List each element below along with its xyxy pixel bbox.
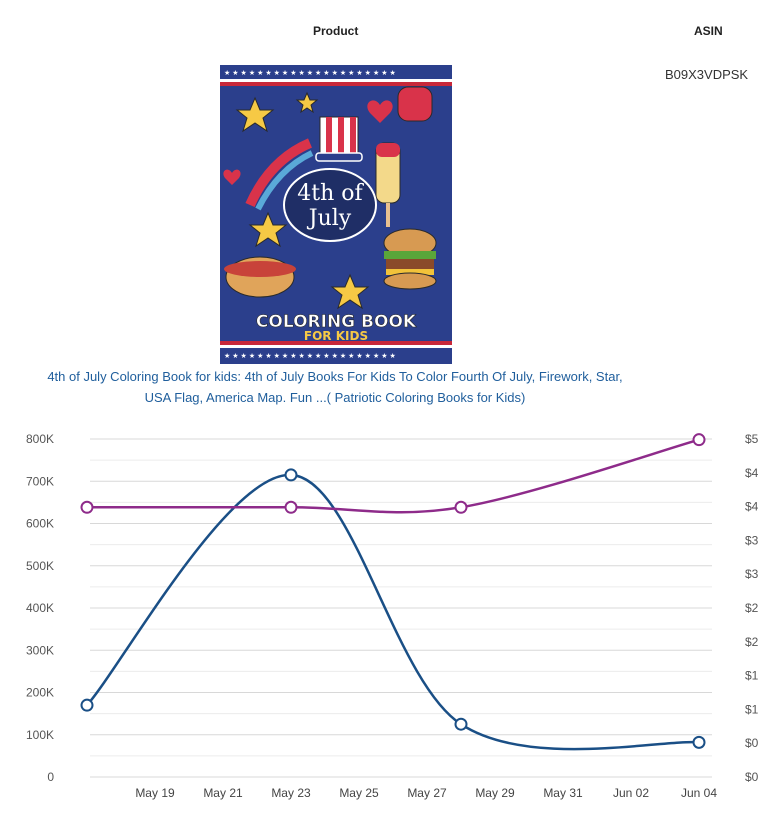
rank-point bbox=[284, 468, 298, 482]
cover-bottom-stars: ★★★★★★★★★★★★★★★★★★★★★ bbox=[224, 352, 398, 360]
asin-value: B09X3VDPSK bbox=[665, 67, 749, 82]
x-tick-label: May 27 bbox=[407, 786, 447, 800]
cover-bottom-stripe bbox=[220, 341, 452, 345]
left-tick-label: 100K bbox=[26, 728, 54, 742]
price-point bbox=[454, 500, 468, 514]
rank-point bbox=[80, 698, 94, 712]
right-tick-label: $1 bbox=[745, 669, 759, 683]
cover-top-stars: ★★★★★★★★★★★★★★★★★★★★★ bbox=[224, 69, 398, 77]
left-tick-label: 800K bbox=[26, 432, 54, 446]
cover-title-line1: 4th of bbox=[297, 181, 364, 206]
left-tick-label: 0 bbox=[47, 770, 54, 784]
asin-column-header: ASIN bbox=[694, 24, 723, 38]
popsicle-icon bbox=[397, 86, 433, 122]
hotdog-icon bbox=[224, 256, 296, 298]
x-tick-label: May 31 bbox=[543, 786, 583, 800]
grid bbox=[90, 438, 712, 778]
price-point bbox=[284, 500, 298, 514]
right-tick-label: $1 bbox=[745, 702, 759, 716]
rocket-icon bbox=[375, 142, 401, 227]
rank-series-line bbox=[86, 473, 700, 751]
rank-point bbox=[454, 717, 468, 731]
right-tick-label: $4 bbox=[745, 500, 759, 514]
heart-icon bbox=[223, 169, 241, 185]
left-tick-label: 700K bbox=[26, 474, 54, 488]
right-tick-label: $5 bbox=[745, 432, 759, 446]
series bbox=[80, 433, 706, 751]
title-badge: 4th of July bbox=[283, 168, 377, 242]
hat-icon bbox=[315, 116, 363, 162]
price-point bbox=[80, 500, 94, 514]
product-title-line2: USA Flag, America Map. Fun ...( Patrioti… bbox=[144, 390, 526, 405]
right-tick-label: $4 bbox=[745, 466, 759, 480]
cover-title-line2: July bbox=[307, 206, 352, 231]
right-axis: $0 $0 $1 $1 $2 $2 $3 $3 $4 $4 $5 bbox=[745, 432, 759, 784]
x-tick-label: Jun 04 bbox=[681, 786, 717, 800]
x-axis: May 19 May 21 May 23 May 25 May 27 May 29 May … bbox=[135, 786, 717, 800]
price-point bbox=[692, 433, 706, 447]
right-tick-label: $0 bbox=[745, 736, 759, 750]
burger-icon bbox=[383, 228, 437, 290]
left-tick-label: 200K bbox=[26, 686, 54, 700]
product-title-link[interactable]: 4th of July Coloring Book for kids: 4th … bbox=[20, 366, 650, 408]
right-tick-label: $2 bbox=[745, 601, 759, 615]
book-cover-image[interactable]: ★★★★★★★★★★★★★★★★★★★★★ ★★★★★★★★★★★★★★★★★★… bbox=[220, 65, 452, 364]
left-tick-label: 600K bbox=[26, 517, 54, 531]
rank-point bbox=[692, 735, 706, 749]
svg-text:★★★★★★★★★★★★★★★★★★★★★: ★★★★★★★★★★★★★★★★★★★★★ bbox=[224, 69, 398, 77]
x-tick-label: May 21 bbox=[203, 786, 243, 800]
right-tick-label: $3 bbox=[745, 567, 759, 581]
product-column-header: Product bbox=[313, 24, 359, 38]
price-series-line bbox=[86, 438, 700, 514]
x-tick-label: May 29 bbox=[475, 786, 515, 800]
left-tick-label: 300K bbox=[26, 643, 54, 657]
cover-subtitle-line1: COLORING BOOK bbox=[256, 312, 417, 332]
right-tick-label: $3 bbox=[745, 533, 759, 547]
x-tick-label: May 19 bbox=[135, 786, 175, 800]
product-title-line1: 4th of July Coloring Book for kids: 4th … bbox=[47, 369, 623, 384]
left-tick-label: 400K bbox=[26, 601, 54, 615]
sales-price-chart: 0 100K 200K 300K 400K 500K 600K 700K 800K $0 $0 $1… bbox=[26, 432, 759, 800]
cover-top-stripe bbox=[220, 82, 452, 86]
cover-subtitle-line2: FOR KIDS bbox=[304, 329, 368, 343]
right-tick-label: $2 bbox=[745, 635, 759, 649]
shooting-star-tail bbox=[245, 138, 313, 208]
left-axis: 0 100K 200K 300K 400K 500K 600K 700K 800K bbox=[26, 432, 54, 784]
star-icon bbox=[235, 91, 370, 310]
left-tick-label: 500K bbox=[26, 559, 54, 573]
right-tick-label: $0 bbox=[745, 770, 759, 784]
x-tick-label: Jun 02 bbox=[613, 786, 649, 800]
svg-text:★★★★★★★★★★★★★★★★★★★★★: ★★★★★★★★★★★★★★★★★★★★★ bbox=[224, 352, 398, 360]
x-tick-label: May 25 bbox=[339, 786, 379, 800]
x-tick-label: May 23 bbox=[271, 786, 311, 800]
heart-icon bbox=[367, 100, 393, 123]
